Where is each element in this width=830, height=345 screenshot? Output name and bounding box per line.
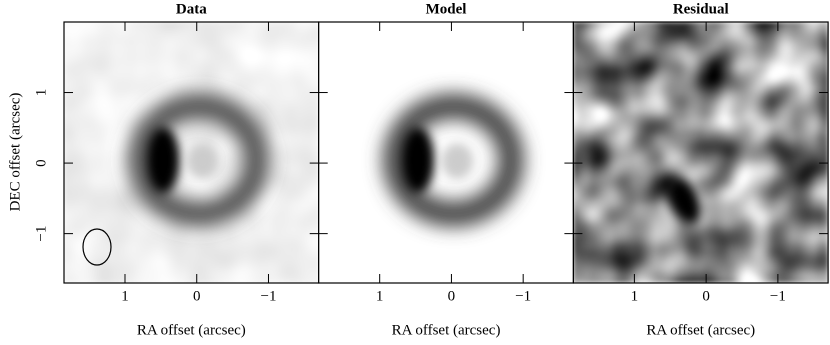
panel-title: Residual	[673, 1, 729, 17]
x-tick-label: −1	[260, 288, 276, 304]
x-tick-label: 0	[702, 288, 710, 304]
y-tick-label: −1	[33, 226, 49, 242]
y-tick-label: 1	[33, 89, 49, 97]
x-tick-label: 0	[193, 288, 201, 304]
panel-title: Model	[426, 1, 467, 17]
ring	[127, 93, 270, 228]
y-tick-label: 0	[33, 159, 49, 167]
x-axis-label: RA offset (arcsec)	[646, 322, 755, 338]
crescent	[400, 127, 435, 194]
y-axis-label: DEC offset (arcsec)	[7, 93, 23, 212]
residual-blob	[667, 178, 701, 224]
panel-title: Data	[176, 1, 207, 17]
x-axis-label: RA offset (arcsec)	[392, 322, 501, 338]
beam	[82, 228, 112, 266]
x-tick-label: 1	[121, 288, 129, 304]
x-tick-label: −1	[770, 288, 786, 304]
image-panel	[318, 22, 574, 283]
x-tick-label: −1	[515, 288, 531, 304]
center	[186, 143, 219, 180]
x-tick-label: 1	[376, 288, 384, 304]
ring	[382, 93, 525, 228]
image-panel	[573, 22, 829, 283]
image-panel	[64, 22, 319, 283]
center	[441, 143, 474, 180]
frame	[572, 21, 829, 284]
residual-noise	[573, 22, 829, 283]
x-tick-label: 0	[448, 288, 456, 304]
x-tick-label: 1	[631, 288, 639, 304]
x-axis-label: RA offset (arcsec)	[137, 322, 246, 338]
crescent	[145, 127, 180, 194]
